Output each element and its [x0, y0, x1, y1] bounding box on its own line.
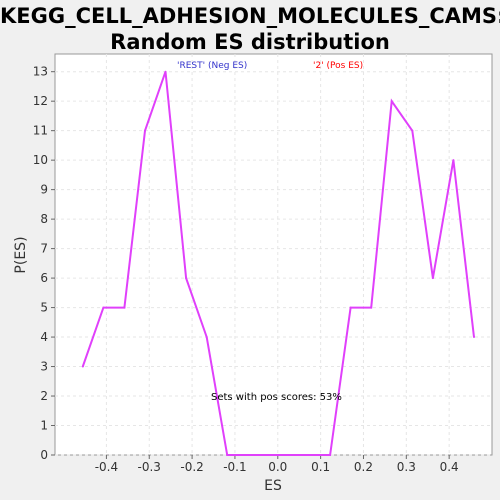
data-point [185, 277, 188, 280]
data-point [287, 454, 290, 456]
y-tick-label: 1 [40, 419, 48, 433]
legend-neg: 'REST' (Neg ES) [177, 61, 247, 71]
data-point [102, 306, 105, 309]
y-tick-label: 9 [40, 183, 48, 197]
data-point [205, 336, 208, 339]
x-tick-label: 0.3 [397, 460, 416, 474]
data-point [164, 70, 167, 73]
y-tick-label: 6 [40, 271, 48, 285]
y-tick-label: 11 [33, 124, 48, 138]
x-tick-label: 0.1 [311, 460, 330, 474]
data-point [143, 129, 146, 132]
y-tick-label: 7 [40, 242, 48, 256]
annotation-pos-scores: Sets with pos scores: 53% [211, 392, 342, 403]
data-point [329, 454, 332, 456]
data-point [308, 454, 311, 456]
y-tick-label: 10 [33, 153, 48, 167]
y-tick-label: 0 [40, 448, 48, 462]
x-tick-label: 0.0 [268, 460, 287, 474]
x-axis-label: ES [264, 478, 282, 494]
chart-title-line2: Random ES distribution [110, 30, 390, 54]
x-tick-label: -0.1 [223, 460, 246, 474]
y-tick-label: 2 [40, 389, 48, 403]
y-axis-label: P(ES) [13, 236, 29, 273]
series-layer [81, 70, 476, 456]
data-point [349, 306, 352, 309]
data-point [411, 129, 414, 132]
data-point [123, 306, 126, 309]
y-tick-label: 12 [33, 94, 48, 108]
chart-title-line1: KEGG_CELL_ADHESION_MOLECULES_CAMS: [0, 4, 500, 28]
chart-title: KEGG_CELL_ADHESION_MOLECULES_CAMS: Rando… [0, 3, 500, 55]
data-point [267, 454, 270, 456]
y-tick-label: 5 [40, 301, 48, 315]
data-point [473, 336, 476, 339]
data-point [370, 306, 373, 309]
data-point [431, 277, 434, 280]
data-point [226, 454, 229, 456]
plot-area [54, 53, 493, 456]
x-tick-label: -0.2 [180, 460, 203, 474]
y-tick-label: 13 [33, 65, 48, 79]
y-tick-label: 8 [40, 212, 48, 226]
y-tick-label: 4 [40, 330, 48, 344]
legend-pos: '2' (Pos ES) [313, 61, 363, 71]
data-point [81, 365, 84, 368]
data-point [452, 159, 455, 162]
x-tick-label: 0.2 [354, 460, 373, 474]
data-point [390, 100, 393, 103]
y-tick-label: 3 [40, 360, 48, 374]
data-point [246, 454, 249, 456]
x-tick-label: -0.4 [95, 460, 118, 474]
x-tick-label: -0.3 [138, 460, 161, 474]
series-line [81, 71, 475, 456]
x-tick-label: 0.4 [440, 460, 459, 474]
